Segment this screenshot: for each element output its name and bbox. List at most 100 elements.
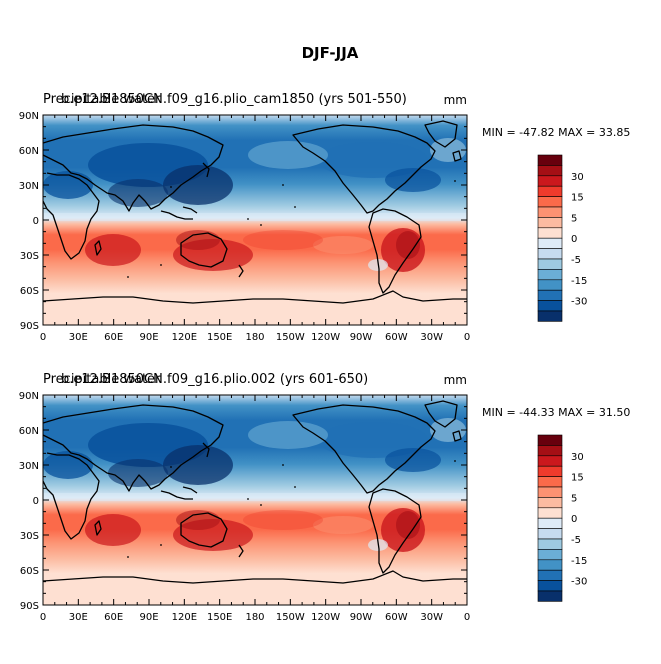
x-tick-label: 30E bbox=[69, 612, 88, 623]
panel-min-max: MIN = -47.82 MAX = 33.85 bbox=[482, 126, 630, 139]
colorbar-box bbox=[537, 248, 563, 260]
colorbar-box bbox=[537, 269, 563, 281]
colorbar-box bbox=[537, 154, 563, 166]
colorbar-label: 15 bbox=[571, 193, 584, 204]
x-tick-label: 60E bbox=[104, 332, 123, 343]
colorbar-label: 5 bbox=[571, 493, 577, 504]
x-tick-label: 180 bbox=[245, 612, 264, 623]
colorbar: 30 15 5 0 -5 -15 -30 bbox=[537, 434, 587, 602]
panel-units: mm bbox=[444, 93, 467, 107]
panel-subtitle: b.e12.B1850CN.f09_g16.plio.002 (yrs 601-… bbox=[61, 372, 368, 387]
colorbar-box bbox=[537, 206, 563, 218]
colorbar-box bbox=[537, 549, 563, 561]
y-tick-label: 0 bbox=[33, 216, 39, 227]
colorbar-label: -30 bbox=[571, 577, 587, 588]
y-tick-label: 0 bbox=[33, 496, 39, 507]
colorbar-label: -15 bbox=[571, 556, 587, 567]
y-tick-label: 60S bbox=[20, 566, 39, 577]
colorbar-box bbox=[537, 279, 563, 291]
colorbar-label: -30 bbox=[571, 297, 587, 308]
colorbar-box bbox=[537, 538, 563, 550]
colorbar-box bbox=[537, 507, 563, 519]
x-tick-label: 120W bbox=[311, 332, 340, 343]
x-tick-label: 60W bbox=[385, 612, 408, 623]
colorbar-box bbox=[537, 165, 563, 177]
colorbar-label: 5 bbox=[571, 213, 577, 224]
colorbar-label: 0 bbox=[571, 234, 577, 245]
y-tick-label: 60S bbox=[20, 286, 39, 297]
x-tick-label: 90W bbox=[350, 612, 373, 623]
y-tick-label: 90S bbox=[20, 601, 39, 612]
x-tick-label: 30W bbox=[420, 612, 443, 623]
colorbar-box bbox=[537, 486, 563, 498]
y-tick-label: 60N bbox=[19, 146, 39, 157]
x-tick-label: 120E bbox=[172, 332, 197, 343]
x-tick-label: 0 bbox=[464, 612, 470, 623]
colorbar-box bbox=[537, 465, 563, 477]
map-field bbox=[43, 395, 467, 605]
colorbar-label: 30 bbox=[571, 172, 584, 183]
colorbar-box bbox=[537, 227, 563, 239]
x-tick-label: 150W bbox=[276, 612, 305, 623]
y-tick-label: 30S bbox=[20, 251, 39, 262]
x-tick-label: 150W bbox=[276, 332, 305, 343]
x-tick-label: 90W bbox=[350, 332, 373, 343]
colorbar-box bbox=[537, 559, 563, 571]
colorbar-box bbox=[537, 445, 563, 457]
map-panel-1: Precipitable waterb.e12.B1850CN.f09_g16.… bbox=[19, 92, 631, 343]
colorbar-box bbox=[537, 517, 563, 529]
colorbar-box bbox=[537, 476, 563, 488]
colorbar-box bbox=[537, 310, 563, 322]
colorbar-box bbox=[537, 289, 563, 301]
x-tick-label: 120W bbox=[311, 612, 340, 623]
y-tick-label: 90N bbox=[19, 111, 39, 122]
colorbar-box bbox=[537, 590, 563, 602]
x-tick-label: 150E bbox=[207, 612, 232, 623]
colorbar-box bbox=[537, 497, 563, 509]
y-tick-label: 90N bbox=[19, 391, 39, 402]
colorbar-box bbox=[537, 258, 563, 270]
colorbar: 30 15 5 0 -5 -15 -30 bbox=[537, 154, 587, 322]
x-tick-label: 150E bbox=[207, 332, 232, 343]
x-tick-label: 0 bbox=[40, 612, 46, 623]
x-tick-label: 30E bbox=[69, 332, 88, 343]
y-tick-label: 30S bbox=[20, 531, 39, 542]
y-tick-label: 30N bbox=[19, 181, 39, 192]
x-tick-label: 90E bbox=[139, 332, 158, 343]
colorbar-box bbox=[537, 434, 563, 446]
x-tick-label: 90E bbox=[139, 612, 158, 623]
x-tick-label: 60E bbox=[104, 612, 123, 623]
map-field bbox=[43, 115, 467, 325]
colorbar-box bbox=[537, 237, 563, 249]
colorbar-box bbox=[537, 580, 563, 592]
colorbar-box bbox=[537, 569, 563, 581]
colorbar-label: 15 bbox=[571, 473, 584, 484]
panel-left-title: Precipitable water bbox=[43, 372, 161, 387]
colorbar-label: -5 bbox=[571, 535, 581, 546]
panel-units: mm bbox=[444, 373, 467, 387]
panel-min-max: MIN = -44.33 MAX = 31.50 bbox=[482, 406, 630, 419]
colorbar-box bbox=[537, 300, 563, 312]
main-title: DJF-JJA bbox=[302, 44, 359, 62]
panel-left-title: Precipitable water bbox=[43, 92, 161, 107]
y-tick-label: 90S bbox=[20, 321, 39, 332]
y-tick-label: 30N bbox=[19, 461, 39, 472]
colorbar-label: -5 bbox=[571, 255, 581, 266]
colorbar-box bbox=[537, 217, 563, 229]
colorbar-box bbox=[537, 185, 563, 197]
panel-subtitle: b.e12.B1850CN.f09_g16.plio_cam1850 (yrs … bbox=[61, 92, 407, 107]
x-tick-label: 0 bbox=[40, 332, 46, 343]
colorbar-label: 0 bbox=[571, 514, 577, 525]
colorbar-box bbox=[537, 175, 563, 187]
x-tick-label: 0 bbox=[464, 332, 470, 343]
x-tick-label: 120E bbox=[172, 612, 197, 623]
x-tick-label: 30W bbox=[420, 332, 443, 343]
x-tick-label: 180 bbox=[245, 332, 264, 343]
colorbar-box bbox=[537, 196, 563, 208]
map-panel-2: Precipitable waterb.e12.B1850CN.f09_g16.… bbox=[19, 372, 631, 623]
y-tick-label: 60N bbox=[19, 426, 39, 437]
colorbar-box bbox=[537, 455, 563, 467]
x-tick-label: 60W bbox=[385, 332, 408, 343]
